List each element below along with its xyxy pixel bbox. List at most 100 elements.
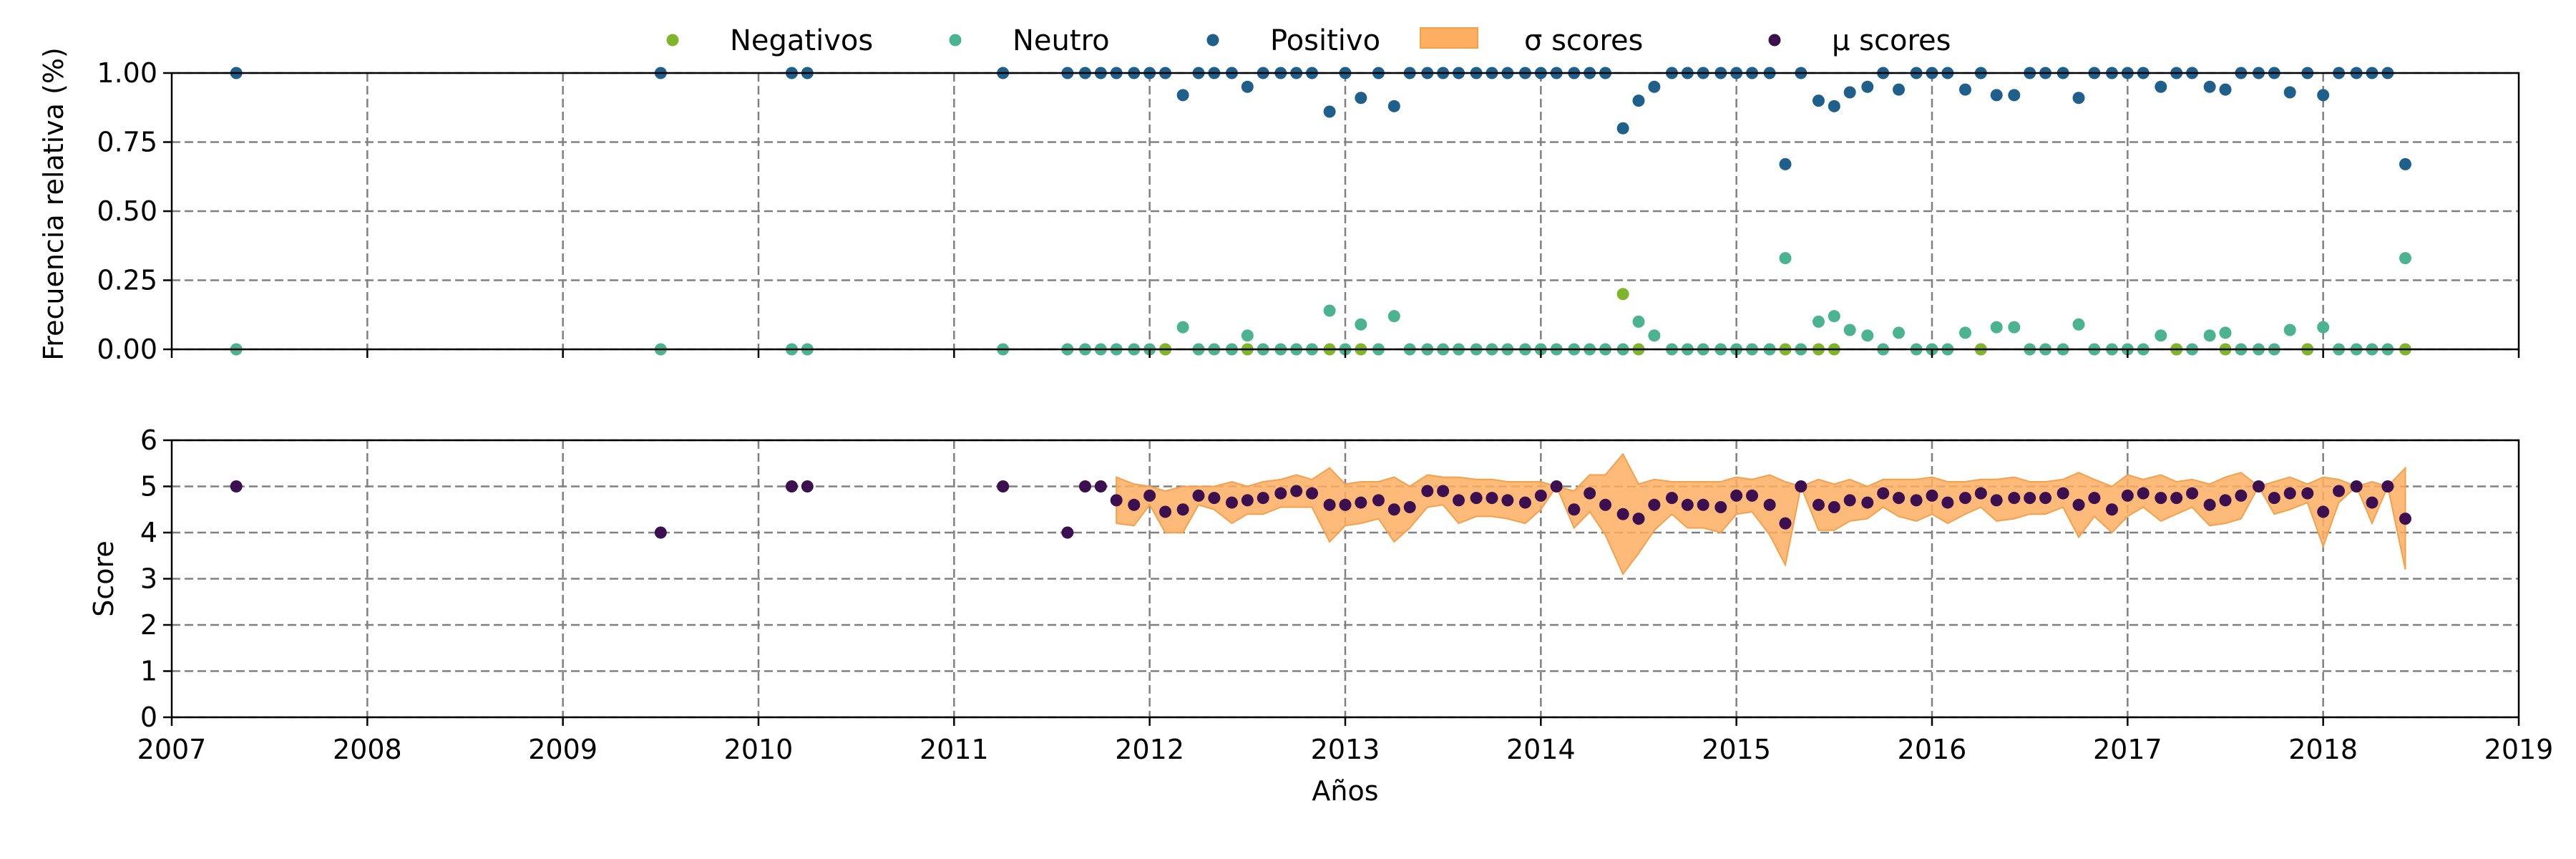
point-mu-scores xyxy=(2072,498,2085,511)
point-neutro xyxy=(1648,329,1661,342)
point-positivo xyxy=(2317,89,2330,102)
point-mu-scores xyxy=(1501,494,1514,507)
point-neutro xyxy=(1893,326,1906,339)
point-mu-scores xyxy=(2399,513,2411,525)
point-mu-scores xyxy=(1795,480,1807,492)
bottom-y-tick-label: 2 xyxy=(140,609,157,641)
point-mu-scores xyxy=(2024,492,2036,505)
point-neutro xyxy=(1812,315,1825,328)
legend-label: Positivo xyxy=(1270,24,1380,57)
point-neutro xyxy=(1355,318,1367,331)
point-mu-scores xyxy=(1828,501,1840,514)
bottom-x-tick-label: 2014 xyxy=(1506,734,1576,765)
point-neutro xyxy=(1632,315,1645,328)
point-mu-scores xyxy=(1470,492,1483,505)
legend-label: Negativos xyxy=(730,24,873,57)
point-mu-scores xyxy=(1372,494,1385,507)
legend-marker xyxy=(949,34,962,47)
point-mu-scores xyxy=(1323,498,1336,511)
point-mu-scores xyxy=(1568,503,1581,516)
point-mu-scores xyxy=(230,480,243,492)
point-neutro xyxy=(1843,324,1856,336)
point-mu-scores xyxy=(2381,480,2394,492)
point-mu-scores xyxy=(1584,487,1596,500)
point-mu-scores xyxy=(997,480,1010,492)
point-neutro xyxy=(2155,329,2167,342)
point-mu-scores xyxy=(1257,492,1269,505)
bottom-y-tick-label: 3 xyxy=(140,563,157,595)
point-mu-scores xyxy=(1697,498,1709,511)
point-mu-scores xyxy=(1274,487,1287,500)
point-mu-scores xyxy=(1648,498,1661,511)
point-positivo xyxy=(1779,157,1792,170)
point-mu-scores xyxy=(1665,492,1678,505)
point-neutro xyxy=(1779,252,1792,265)
point-mu-scores xyxy=(1779,517,1792,530)
point-mu-scores xyxy=(2235,489,2248,502)
legend-label: σ scores xyxy=(1524,24,1643,57)
point-mu-scores xyxy=(2121,489,2134,502)
point-mu-scores xyxy=(2252,480,2265,492)
point-positivo xyxy=(2203,80,2216,93)
point-mu-scores xyxy=(1208,492,1221,505)
point-mu-scores xyxy=(1387,503,1400,516)
point-mu-scores xyxy=(1306,487,1319,500)
bottom-x-tick-label: 2018 xyxy=(2288,734,2358,765)
point-positivo xyxy=(1990,89,2003,102)
point-mu-scores xyxy=(1926,489,1938,502)
point-mu-scores xyxy=(1599,498,1612,511)
relative-frequency-panel: 0.00 0.25 0.50 0.75 1.00 Frecuencia relativa… xyxy=(38,47,2520,365)
top-y-tick-label: 0.50 xyxy=(97,195,157,227)
point-mu-scores xyxy=(1958,492,1971,505)
point-mu-scores xyxy=(1616,508,1629,520)
point-neutro xyxy=(2399,252,2411,265)
bottom-y-tick-label: 4 xyxy=(140,517,157,548)
point-mu-scores xyxy=(1893,492,1906,505)
point-positivo xyxy=(1355,92,1367,105)
point-mu-scores xyxy=(1485,492,1498,505)
point-mu-scores xyxy=(1192,489,1205,502)
bottom-y-axis-label: Score xyxy=(88,540,119,616)
legend-marker xyxy=(1768,34,1781,47)
point-neutro xyxy=(2008,321,2021,334)
point-mu-scores xyxy=(2333,485,2346,498)
legend-label: Neutro xyxy=(1013,24,1110,57)
point-mu-scores xyxy=(1061,526,1074,539)
legend-swatch-sigma xyxy=(1420,27,1478,49)
sigma-scores-band xyxy=(1116,452,2406,576)
bottom-x-tick-label: 2017 xyxy=(2093,734,2162,765)
point-mu-scores xyxy=(1746,489,1759,502)
point-mu-scores xyxy=(1290,485,1303,498)
point-mu-scores xyxy=(1550,480,1563,492)
point-mu-scores xyxy=(2203,498,2216,511)
point-mu-scores xyxy=(1877,487,1890,500)
point-neutro xyxy=(1241,329,1254,342)
point-mu-scores xyxy=(1421,485,1434,498)
point-mu-scores xyxy=(1632,513,1645,525)
point-mu-scores xyxy=(1534,489,1547,502)
point-positivo xyxy=(1812,94,1825,107)
point-mu-scores xyxy=(1730,489,1743,502)
bottom-x-tick-label: 2008 xyxy=(333,734,402,765)
bottom-y-tick-label: 1 xyxy=(140,656,157,687)
point-mu-scores xyxy=(1910,494,1923,507)
point-mu-scores xyxy=(1990,494,2003,507)
point-mu-scores xyxy=(1094,480,1107,492)
point-mu-scores xyxy=(1843,494,1856,507)
point-positivo xyxy=(1843,86,1856,99)
bottom-x-tick-label: 2011 xyxy=(919,734,989,765)
point-mu-scores xyxy=(1812,498,1825,511)
legend-label: μ scores xyxy=(1832,24,1951,57)
point-positivo xyxy=(2219,83,2232,96)
point-positivo xyxy=(1828,100,1840,112)
point-positivo xyxy=(1616,122,1629,135)
point-mu-scores xyxy=(2219,494,2232,507)
point-mu-scores xyxy=(2008,492,2021,505)
point-neutro xyxy=(1958,326,1971,339)
point-positivo xyxy=(1648,80,1661,93)
point-positivo xyxy=(1861,80,1874,93)
point-mu-scores xyxy=(654,526,667,539)
point-mu-scores xyxy=(2137,487,2150,500)
point-mu-scores xyxy=(1176,503,1189,516)
